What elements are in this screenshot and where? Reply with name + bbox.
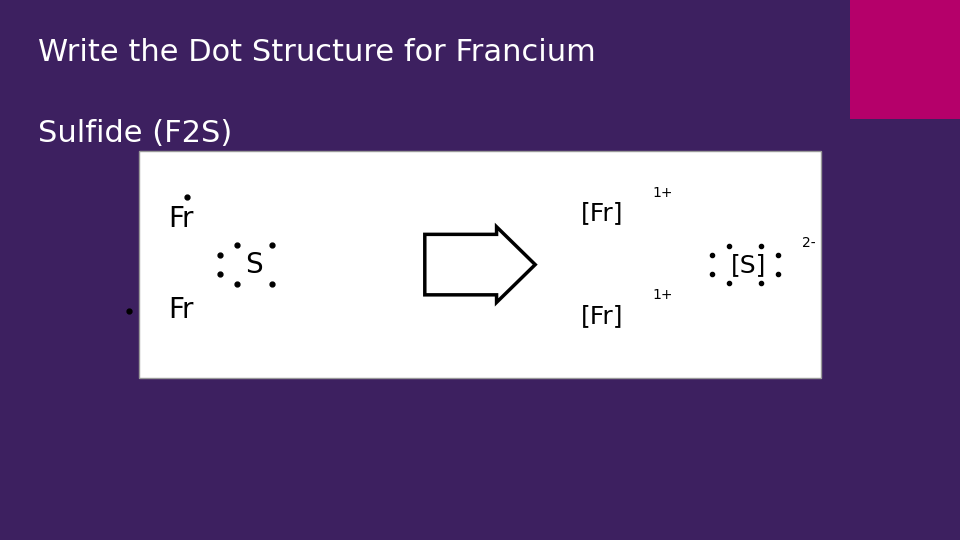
- Text: S: S: [246, 251, 263, 279]
- Text: 2-: 2-: [802, 236, 815, 250]
- Bar: [139, 151, 821, 378]
- Text: Fr: Fr: [168, 296, 194, 325]
- Text: [Fr]: [Fr]: [581, 201, 623, 225]
- Bar: [850, 0, 960, 119]
- Text: [Fr]: [Fr]: [581, 304, 623, 328]
- Text: Sulfide (F2S): Sulfide (F2S): [38, 119, 232, 148]
- Text: Write the Dot Structure for Francium: Write the Dot Structure for Francium: [38, 38, 596, 67]
- Polygon shape: [424, 227, 536, 302]
- Text: 1+: 1+: [653, 288, 673, 302]
- Text: 1+: 1+: [653, 186, 673, 200]
- Text: [S]: [S]: [732, 253, 766, 276]
- Text: Fr: Fr: [168, 205, 194, 233]
